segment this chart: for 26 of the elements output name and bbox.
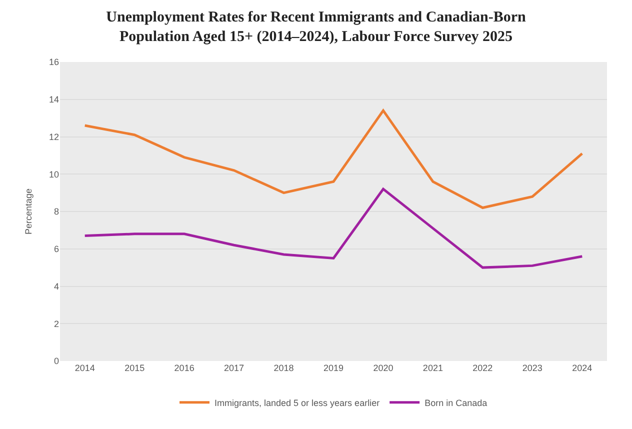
y-tick-label: 12 [48, 132, 59, 142]
y-tick-label: 6 [54, 244, 59, 254]
x-tick-label: 2016 [174, 363, 194, 373]
y-tick-label: 14 [48, 94, 59, 105]
y-tick-label: 2 [54, 318, 59, 329]
legend-label: Immigrants, landed 5 or less years earlier [214, 398, 380, 408]
y-tick-label: 10 [48, 169, 59, 180]
y-axis-title: Percentage [23, 188, 34, 235]
y-tick-label: 16 [48, 57, 59, 68]
y-tick-label: 0 [54, 356, 59, 366]
x-tick-label: 2020 [373, 363, 394, 373]
chart-title: Unemployment Rates for Recent Immigrants and Canadian-Born Population Aged 15+ (2014–2024), Labour Force Survey 2025 [106, 9, 527, 45]
y-tick-label: 4 [54, 281, 59, 292]
x-tick-label: 2017 [224, 363, 244, 373]
x-tick-label: 2014 [74, 363, 95, 373]
legend-label: Born in Canada [424, 398, 488, 408]
x-tick-label: 2019 [323, 363, 344, 373]
x-tick-label: 2022 [472, 363, 493, 373]
x-tick-label: 2023 [522, 363, 542, 373]
x-tick-label: 2024 [572, 363, 592, 373]
line-series [84, 188, 584, 269]
x-tick-label: 2015 [124, 363, 145, 373]
x-tick-label: 2018 [274, 363, 294, 373]
y-tick-label: 8 [54, 206, 59, 217]
x-tick-label: 2021 [422, 363, 443, 373]
line-series [84, 109, 584, 210]
